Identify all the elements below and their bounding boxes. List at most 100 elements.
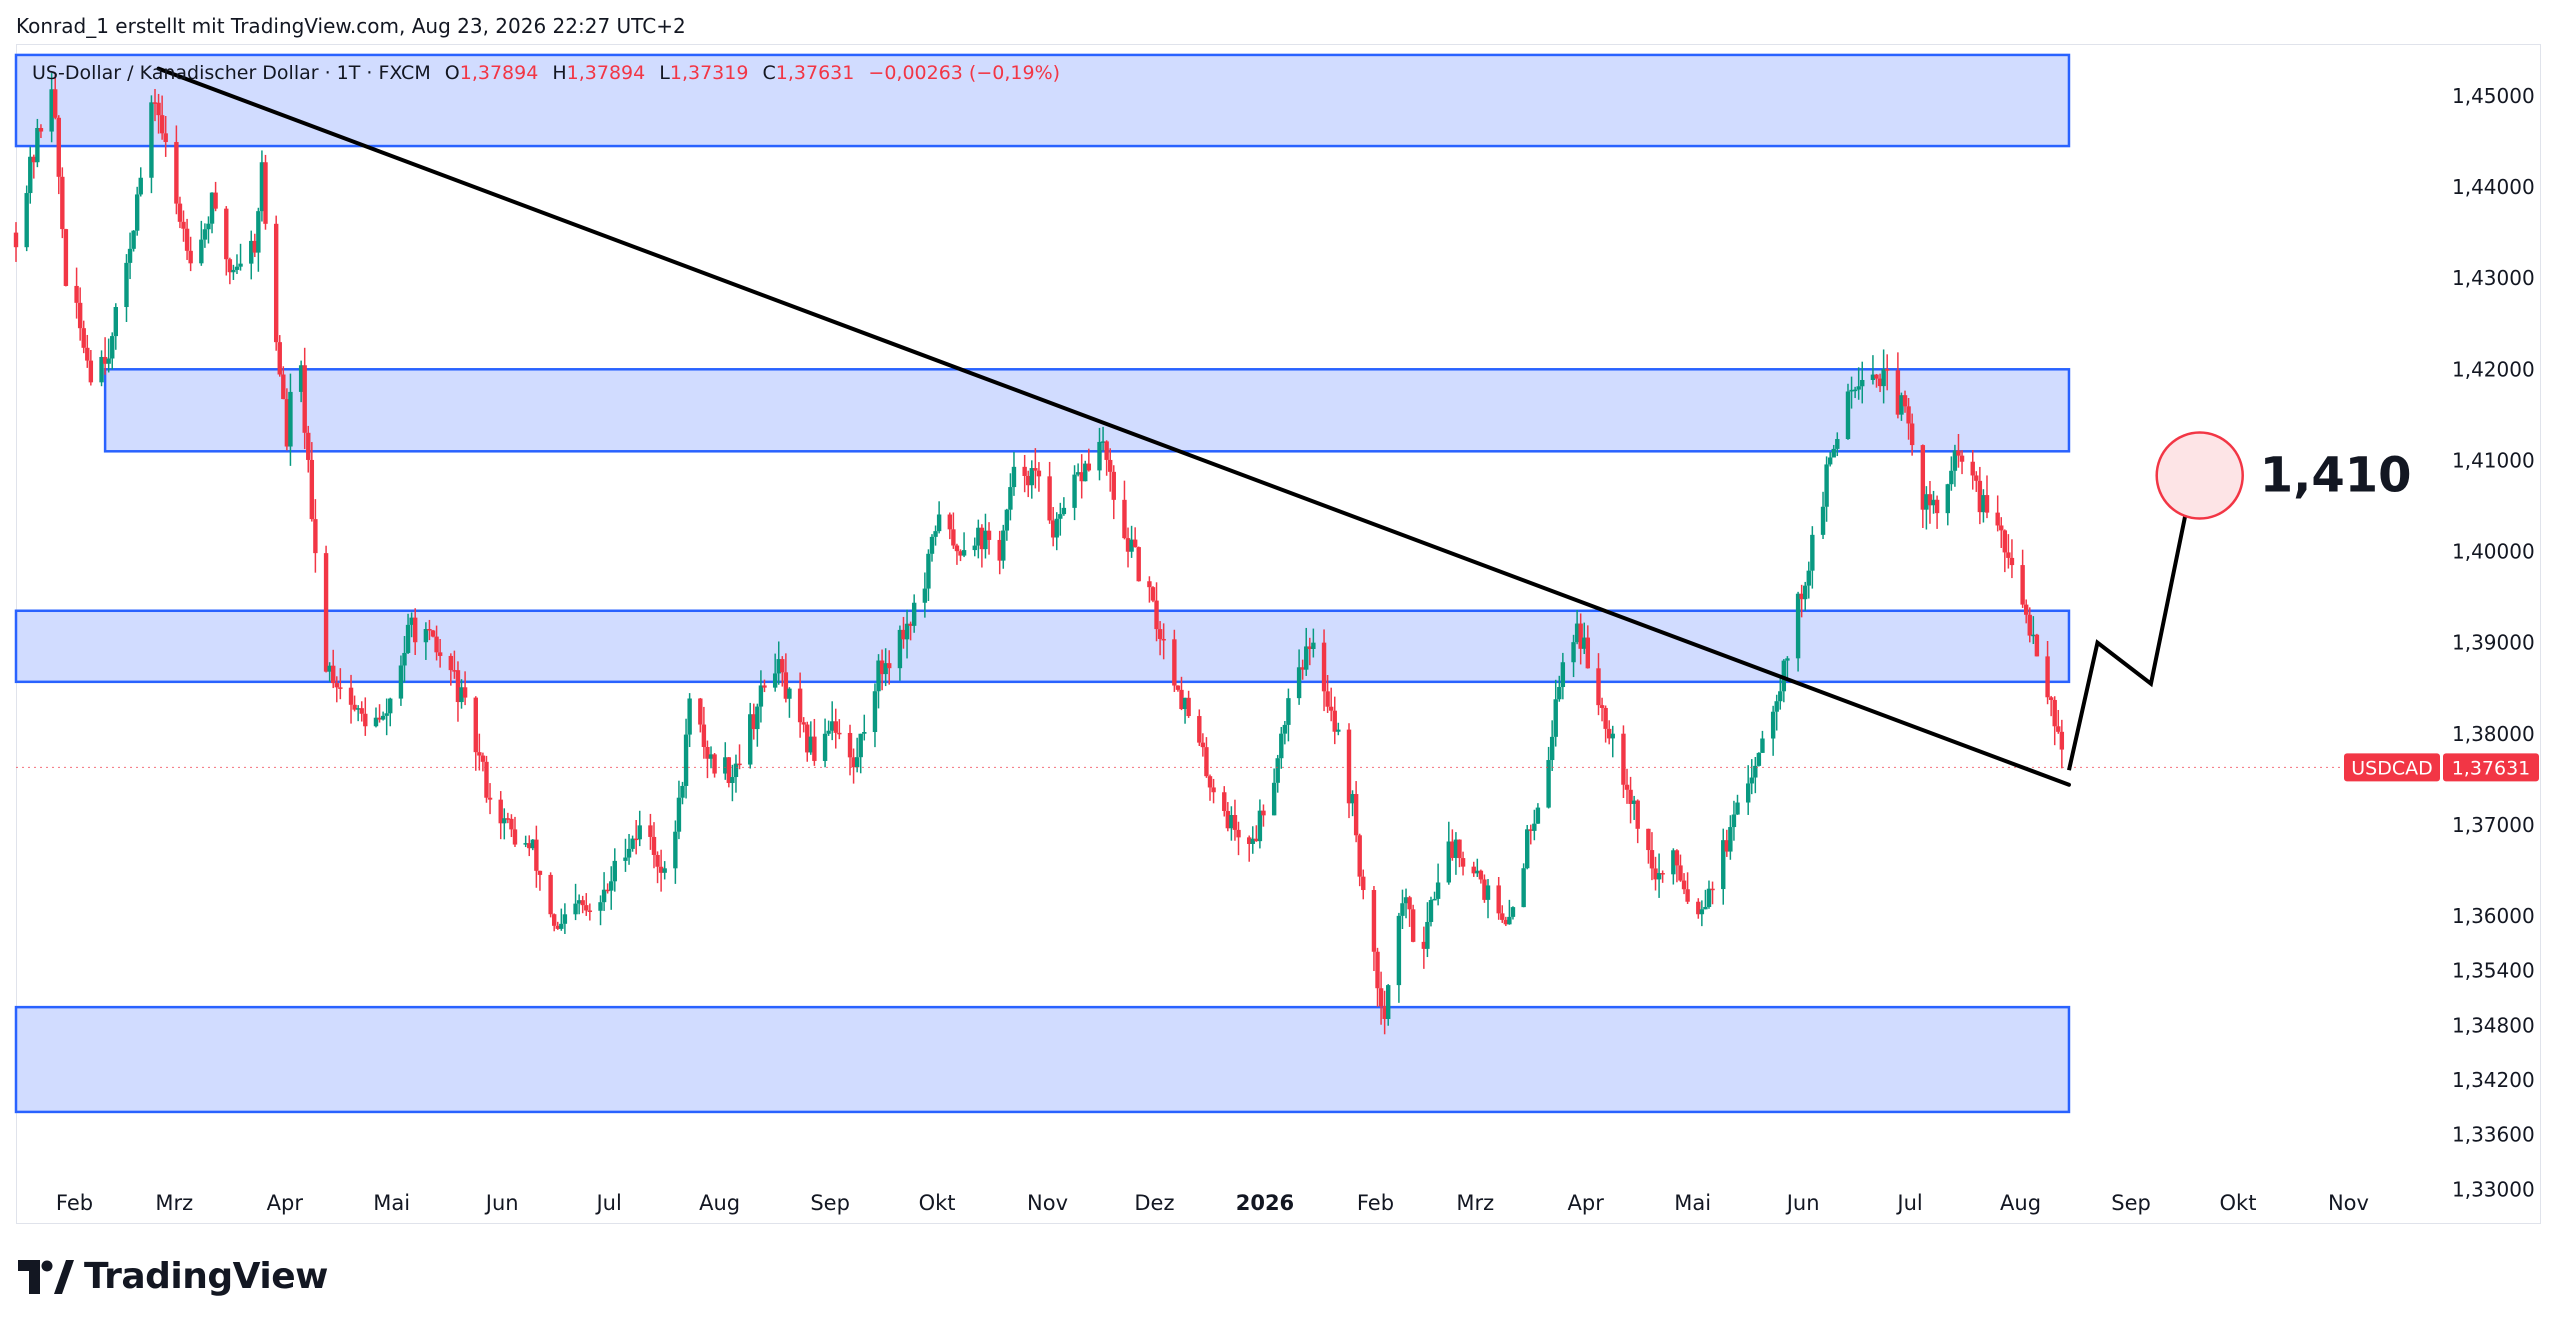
price-axis-label: 1,35400 [2452,959,2535,983]
candle-body [1521,868,1526,908]
candle-down [1036,462,1042,492]
candle-body [1154,600,1159,630]
candle-body [1197,716,1202,743]
target-circle[interactable] [2155,431,2244,520]
candle-down [705,740,710,779]
candle-body [363,713,368,727]
tradingview-brand[interactable]: TradingView [18,1256,328,1297]
candle-up [1945,483,1950,526]
candle-down [1902,390,1908,413]
candle-down [837,719,842,740]
candle-up [327,662,332,682]
candle-down [555,921,560,930]
candle-down [1528,824,1533,845]
candle-up [202,223,208,248]
candle-body [434,636,439,653]
candle-body [1924,494,1929,510]
candle-down [1111,465,1116,520]
candle-body [1995,512,2000,526]
candle-up [1981,489,1986,523]
candle-up [1072,465,1077,521]
price-zone-4[interactable] [14,1005,2071,1114]
candle-down [1799,584,1804,618]
candle-down [1022,454,1027,493]
candle-body [1386,985,1391,1019]
candle-body [1428,900,1434,922]
candle-body [680,785,685,798]
candle-down [801,717,806,733]
candle-up [209,192,215,234]
legend-symbol[interactable]: US-Dollar / Kanadischer Dollar · 1T · FX… [32,62,431,84]
candle-body [926,553,931,589]
candle-body [56,117,61,177]
candle-body [808,736,814,753]
candle-up [1008,473,1013,521]
price-axis-label: 1,38000 [2452,722,2535,746]
candle-up [1532,809,1537,841]
candle-body [908,623,913,626]
candle-up [1610,725,1615,758]
candle-down [505,812,511,824]
projection-path[interactable] [2067,473,2196,771]
candle-body [837,732,842,735]
candle-down [762,679,767,693]
candle-body [1934,499,1940,514]
candle-body [1899,395,1904,415]
candle-down [1578,613,1583,665]
candle-up [1336,722,1341,736]
price-zone-3[interactable] [14,609,2071,684]
candle-up [826,720,831,736]
candle-up [238,243,243,271]
candle-down [1382,990,1387,1035]
candle-up [234,254,240,275]
candle-down [1132,527,1138,548]
price-axis-label: 1,41000 [2452,448,2535,472]
candle-down [1225,802,1231,832]
candle-body [323,553,329,672]
candle-up [423,622,429,660]
candle-down [512,816,518,847]
candle-down [2009,539,2015,579]
candle-down [181,210,186,242]
candle-up [926,549,931,601]
candle-down [1086,448,1092,472]
candle-down [1895,352,1901,419]
candle-body [505,818,511,820]
candle-body [1528,829,1533,831]
candle-body [388,698,393,714]
candle-up [99,350,104,387]
candle-body [1054,518,1059,538]
candle-down [498,791,503,840]
candle-body [1785,658,1790,661]
price-zone-1[interactable] [14,53,2071,148]
candle-down [2020,549,2025,608]
candle-down [1884,354,1890,391]
downtrend-line[interactable] [156,66,2071,787]
candle-body [127,248,133,263]
candle-down [1186,690,1191,718]
candle-up [249,230,254,280]
candle-body [502,818,507,824]
candle-down [851,748,856,784]
candle-up [758,670,764,723]
candle-body [1656,873,1662,880]
candle-down [1172,629,1177,692]
candle-up [149,95,154,194]
candle-body [1275,758,1280,783]
candle-down [587,903,593,921]
candle-body [658,866,664,873]
candle-body [712,754,717,774]
price-zone-2[interactable] [103,368,2071,453]
candle-down [477,733,482,771]
candle-down [1247,835,1252,862]
candle-body [1396,915,1402,986]
candle-body [1610,733,1615,739]
candle-up [106,338,111,373]
candle-down [455,661,461,722]
candle-body [355,708,361,710]
candle-body [826,730,831,734]
candle-body [1022,466,1027,476]
candle-up [1810,526,1815,589]
price-axis-label: 1,37000 [2452,813,2535,837]
